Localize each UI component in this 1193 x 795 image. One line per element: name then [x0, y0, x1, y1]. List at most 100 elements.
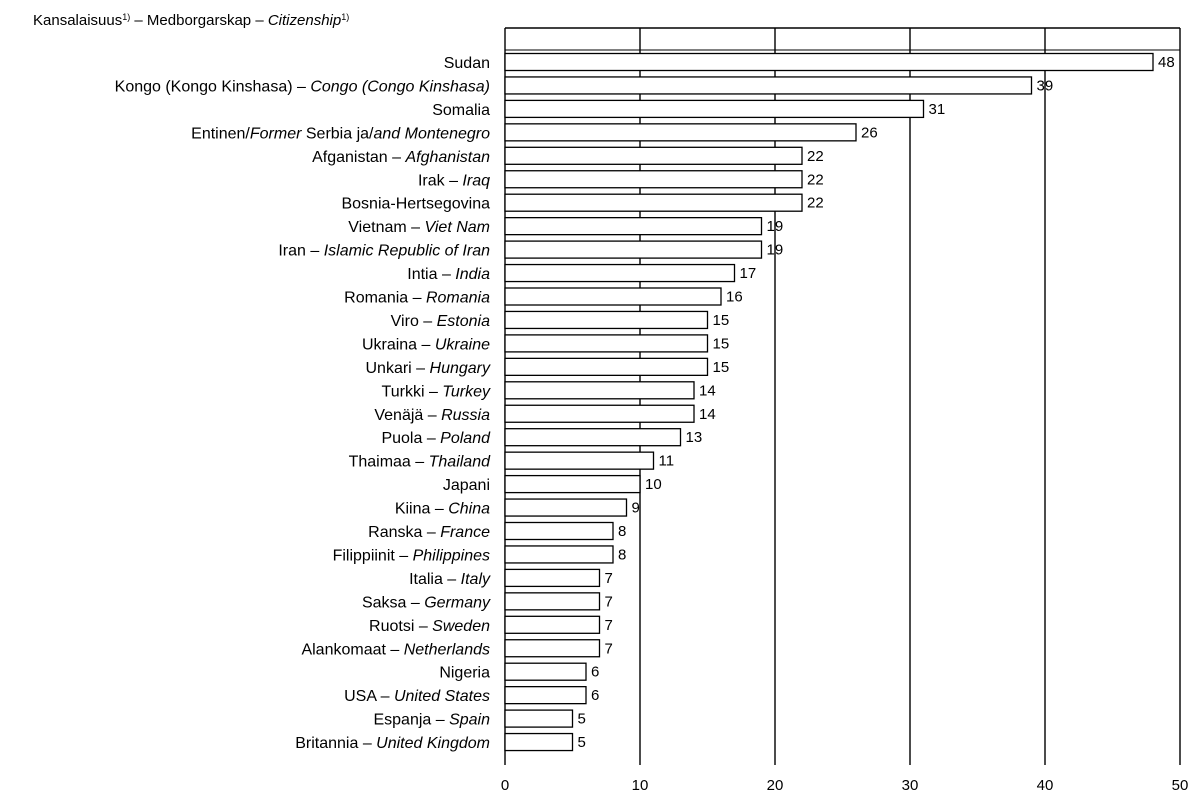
value-label-15: 14: [699, 406, 716, 423]
value-label-2: 31: [929, 101, 946, 118]
bar-22: [504, 568, 601, 588]
bar-29: [504, 732, 574, 752]
value-label-16: 13: [686, 429, 703, 446]
category-label-15: Venäjä – Russia: [374, 407, 490, 424]
value-label-8: 19: [767, 242, 784, 259]
category-label-9: Intia – India: [407, 266, 490, 283]
category-labels: Sudan Kongo (Kongo Kinshasa) – Congo (Con…: [115, 55, 491, 752]
value-label-1: 39: [1037, 77, 1054, 94]
category-label-6: Bosnia-Hertsegovina: [341, 196, 490, 213]
category-label-4: Afganistan – Afghanistan: [312, 149, 490, 166]
bar-4: [504, 146, 803, 165]
category-label-24: Ruotsi – Sweden: [369, 618, 490, 635]
bar-1: [504, 76, 1033, 95]
category-label-23: Saksa – Germany: [362, 594, 491, 611]
category-label-17: Thaimaa – Thailand: [349, 454, 492, 471]
category-label-5: Irak – Iraq: [418, 172, 490, 189]
category-label-0: Sudan: [444, 55, 490, 72]
value-label-29: 5: [578, 734, 586, 751]
value-label-0: 48: [1158, 54, 1175, 71]
value-label-14: 14: [699, 382, 716, 399]
bar-16: [504, 428, 682, 447]
category-label-22: Italia – Italy: [409, 571, 491, 588]
x-tick-label-40: 40: [1037, 777, 1054, 794]
x-tick-label-0: 0: [501, 777, 509, 794]
bar-20: [504, 521, 614, 541]
category-label-1: Kongo (Kongo Kinshasa) – Congo (Congo Ki…: [115, 78, 490, 95]
bars: [504, 52, 1154, 752]
bar-2: [504, 99, 925, 119]
bar-21: [504, 545, 614, 564]
value-label-11: 15: [713, 312, 730, 329]
category-label-3: Entinen/Former Serbia ja/and Montenegro: [191, 125, 490, 142]
category-label-10: Romania – Romania: [344, 290, 490, 307]
category-label-28: Espanja – Spain: [373, 712, 490, 729]
bar-7: [504, 216, 763, 236]
x-tick-label-20: 20: [767, 777, 784, 794]
value-label-26: 6: [591, 664, 599, 681]
category-label-25: Alankomaat – Netherlands: [301, 641, 490, 658]
value-label-22: 7: [605, 570, 613, 587]
bar-11: [504, 310, 709, 330]
bar-17: [504, 451, 655, 470]
bar-8: [504, 240, 763, 259]
value-label-10: 16: [726, 289, 743, 306]
x-tick-label-30: 30: [902, 777, 919, 794]
value-label-19: 9: [632, 500, 640, 517]
x-tick-label-10: 10: [632, 777, 649, 794]
x-axis-ticks: 0 10 20 30 40 50: [501, 777, 1189, 794]
value-label-25: 7: [605, 640, 613, 657]
value-label-9: 17: [740, 265, 757, 282]
bar-25: [504, 639, 601, 658]
bar-23: [504, 592, 601, 611]
value-label-6: 22: [807, 195, 824, 212]
category-label-2: Somalia: [432, 102, 490, 119]
category-label-14: Turkki – Turkey: [382, 383, 491, 400]
bar-6: [504, 193, 803, 212]
value-labels: 4839312622222219191716151515141413111098…: [578, 54, 1175, 751]
bar-14: [504, 381, 695, 400]
value-label-24: 7: [605, 617, 613, 634]
category-label-8: Iran – Islamic Republic of Iran: [278, 243, 490, 260]
value-label-23: 7: [605, 593, 613, 610]
value-label-5: 22: [807, 171, 824, 188]
category-label-19: Kiina – China: [395, 501, 490, 518]
value-label-17: 11: [659, 453, 675, 470]
category-label-18: Japani: [443, 477, 490, 494]
bar-3: [504, 123, 857, 142]
value-label-7: 19: [767, 218, 784, 235]
bar-13: [504, 357, 709, 377]
category-label-13: Unkari – Hungary: [365, 360, 491, 377]
value-label-12: 15: [713, 335, 730, 352]
category-label-20: Ranska – France: [368, 524, 490, 541]
category-label-7: Vietnam – Viet Nam: [348, 219, 490, 236]
category-label-16: Puola – Poland: [381, 430, 491, 447]
category-label-29: Britannia – United Kingdom: [295, 735, 490, 752]
category-label-11: Viro – Estonia: [391, 313, 490, 330]
bar-28: [504, 709, 574, 728]
bar-0: [504, 52, 1154, 72]
value-label-28: 5: [578, 711, 586, 728]
value-label-3: 26: [861, 124, 878, 141]
bar-5: [504, 170, 803, 189]
value-label-13: 15: [713, 359, 730, 376]
category-label-21: Filippiinit – Philippines: [333, 547, 490, 564]
chart-header: Kansalaisuus1) – Medborgarskap – Citizen…: [33, 12, 349, 29]
bar-26: [504, 662, 587, 681]
value-label-21: 8: [618, 546, 626, 563]
category-label-27: USA – United States: [344, 688, 490, 705]
value-label-4: 22: [807, 148, 824, 165]
bar-19: [504, 498, 628, 517]
bar-27: [504, 686, 587, 705]
category-label-26: Nigeria: [439, 665, 490, 682]
value-label-20: 8: [618, 523, 626, 540]
bar-24: [504, 615, 601, 634]
bar-10: [504, 287, 722, 306]
x-tick-label-50: 50: [1172, 777, 1189, 794]
bar-18: [504, 474, 641, 494]
value-label-27: 6: [591, 687, 599, 704]
value-label-18: 10: [645, 476, 662, 493]
category-label-12: Ukraina – Ukraine: [362, 336, 490, 353]
bar-15: [504, 404, 695, 423]
